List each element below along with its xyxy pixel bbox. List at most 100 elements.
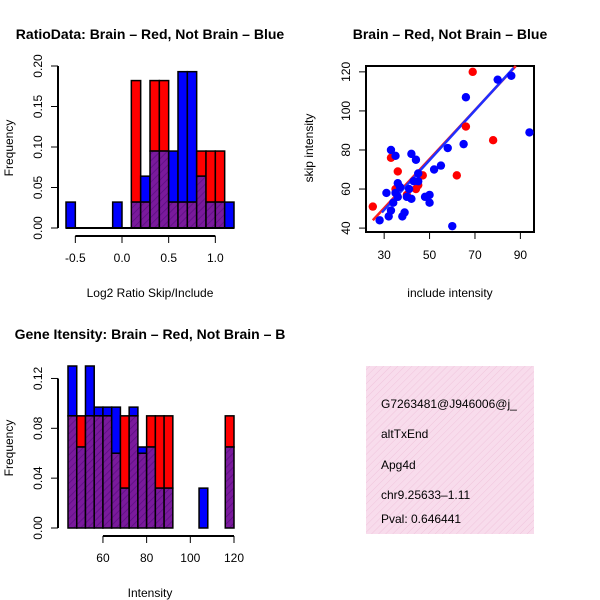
point-not-brain	[525, 128, 534, 137]
panel-intensity-scatter: Brain – Red, Not Brain – Blue include in…	[302, 26, 547, 300]
x-tick-label: 90	[514, 248, 528, 262]
points	[368, 67, 534, 231]
bar-overlap	[214, 201, 226, 229]
bar-not-brain	[128, 406, 139, 417]
point-not-brain	[459, 139, 468, 149]
y-tick-label: 0.12	[31, 366, 45, 390]
y-axis: 40 60 80 100 120	[339, 62, 366, 235]
y-tick-label: 0.15	[31, 94, 45, 118]
x-axis: 30 50 70 90	[377, 232, 527, 262]
x-tick-label: 60	[96, 551, 110, 565]
bar-overlap	[195, 175, 207, 229]
bar-overlap	[145, 446, 157, 529]
info-panel: G7263481@J946006@j_ altTxEnd Apg4d chr9.…	[366, 366, 534, 534]
info-line-type: altTxEnd	[381, 427, 428, 441]
point-not-brain	[443, 143, 452, 153]
panel-intensity-histogram: Gene Itensity: Brain – Red, Not Brain – …	[2, 326, 285, 600]
bar-overlap	[224, 446, 235, 529]
y-tick-label: 100	[339, 101, 353, 121]
bar-not-brain	[139, 175, 151, 203]
point-brain	[468, 67, 477, 77]
point-brain	[368, 202, 378, 211]
y-tick-label: 40	[339, 221, 353, 235]
x-axis: -0.5 0.0 0.5 1.0	[65, 235, 224, 265]
x-tick-label: 50	[423, 248, 437, 262]
bar-overlap	[167, 201, 179, 229]
bar-not-brain	[111, 201, 123, 229]
x-tick-label: 1.0	[207, 251, 224, 265]
point-not-brain	[493, 75, 502, 84]
point-brain	[461, 122, 471, 131]
bar-overlap	[93, 415, 104, 529]
bar-not-brain	[67, 365, 78, 417]
bar-overlap	[154, 487, 165, 529]
plot-frame	[365, 65, 535, 233]
point-not-brain	[425, 198, 434, 207]
point-not-brain	[389, 198, 398, 207]
bar-overlap	[110, 452, 122, 529]
point-not-brain	[429, 165, 439, 174]
bar-not-brain	[167, 150, 179, 203]
bar-not-brain	[93, 406, 104, 417]
bar-not-brain	[102, 406, 113, 417]
point-not-brain	[386, 206, 396, 215]
bar-brain	[154, 415, 165, 489]
bar-not-brain	[84, 365, 95, 417]
bar-not-brain	[65, 201, 77, 229]
point-not-brain	[395, 182, 405, 192]
x-tick-label: 80	[140, 551, 154, 565]
point-brain	[488, 136, 498, 145]
point-not-brain	[507, 71, 516, 80]
bar-overlap	[163, 487, 174, 529]
point-not-brain	[411, 155, 421, 164]
y-axis-label: skip intensity	[302, 114, 316, 183]
y-axis: 0.00 0.05 0.10 0.15 0.20	[31, 54, 59, 240]
chart-title: Brain – Red, Not Brain – Blue	[353, 26, 548, 42]
point-not-brain	[386, 145, 396, 155]
bar-overlap	[158, 150, 170, 229]
point-not-brain	[461, 93, 471, 102]
x-axis-label: Log2 Ratio Skip/Include	[87, 286, 214, 300]
y-axis-label: Frequency	[2, 420, 16, 477]
chart-title: Gene Itensity: Brain – Red, Not Brain – …	[15, 326, 286, 342]
bars	[65, 70, 235, 229]
y-tick-label: 0.04	[31, 466, 45, 490]
bar-overlap	[84, 415, 95, 529]
x-tick-label: 100	[180, 551, 200, 565]
point-not-brain	[407, 149, 416, 159]
bar-brain	[130, 79, 142, 203]
bar-overlap	[75, 446, 87, 529]
x-tick-label: 70	[468, 248, 482, 262]
bar-brain	[214, 150, 226, 203]
info-background	[366, 366, 534, 534]
point-brain	[452, 171, 462, 180]
bar-brain	[224, 415, 235, 448]
info-line-location: chr9.25633–1.11	[381, 488, 471, 502]
point-not-brain	[393, 192, 402, 202]
y-tick-label: 0.05	[31, 175, 45, 199]
y-tick-label: 0.10	[31, 135, 45, 159]
bar-overlap	[67, 415, 78, 529]
point-not-brain	[414, 169, 423, 178]
bar-not-brain	[186, 70, 198, 203]
x-tick-label: 120	[224, 551, 244, 565]
chart-title: RatioData: Brain – Red, Not Brain – Blue	[16, 26, 285, 42]
bar-overlap	[137, 452, 148, 529]
x-tick-label: 30	[377, 248, 391, 262]
x-axis-label: Intensity	[128, 586, 173, 600]
bar-not-brain	[177, 70, 189, 203]
bar-overlap	[205, 201, 217, 229]
x-tick-label: 0.5	[160, 251, 177, 265]
bar-overlap	[128, 415, 139, 529]
bar-brain	[145, 415, 157, 448]
info-line-id: G7263481@J946006@j_	[381, 397, 517, 411]
info-line-gene: Apg4d	[381, 458, 416, 472]
x-axis-label: include intensity	[407, 286, 492, 300]
point-not-brain	[404, 184, 414, 194]
point-not-brain	[391, 151, 400, 161]
bar-overlap	[149, 150, 161, 229]
point-not-brain	[436, 161, 446, 170]
x-tick-label: 0.0	[114, 251, 131, 265]
y-axis: 0.00 0.04 0.08 0.12	[31, 366, 59, 540]
